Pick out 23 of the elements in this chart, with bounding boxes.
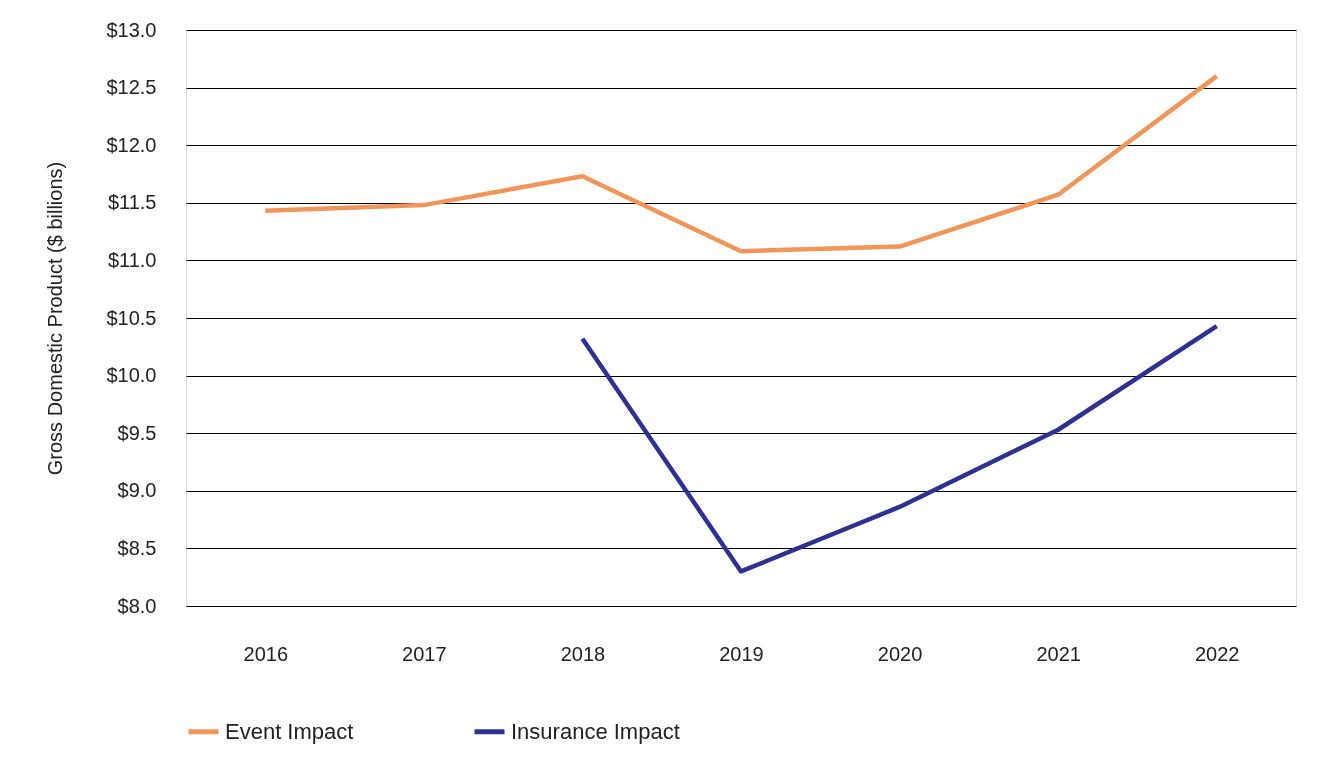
y-tick-label: $9.5: [117, 421, 157, 444]
y-axis-title: Gross Domestic Product ($ billions): [44, 161, 67, 476]
x-tick-label: 2021: [1036, 642, 1081, 665]
x-tick-label: 2019: [719, 642, 764, 665]
legend-label: Insurance Impact: [511, 718, 680, 744]
y-tick-label: $8.5: [117, 536, 157, 559]
y-tick-label: $13.0: [106, 18, 157, 41]
y-tick-label: $9.0: [117, 479, 157, 502]
x-tick-label: 2017: [402, 642, 447, 665]
y-tick-label: $12.0: [106, 133, 157, 156]
y-tick-label: $8.0: [117, 594, 157, 617]
y-tick-label: $10.5: [106, 306, 157, 329]
x-tick-label: 2016: [243, 642, 289, 665]
y-tick-label: $11.5: [107, 191, 157, 214]
y-tick-label: $12.5: [106, 76, 157, 99]
y-tick-label: $10.0: [106, 364, 157, 387]
x-tick-label: 2022: [1194, 642, 1240, 665]
y-tick-label: $11.0: [107, 248, 157, 271]
line-series: [263, 73, 1219, 254]
x-tick-label: 2020: [877, 642, 923, 665]
legend-label: Event Impact: [225, 718, 354, 744]
x-tick-label: 2018: [560, 642, 606, 665]
line-series: [580, 323, 1219, 574]
